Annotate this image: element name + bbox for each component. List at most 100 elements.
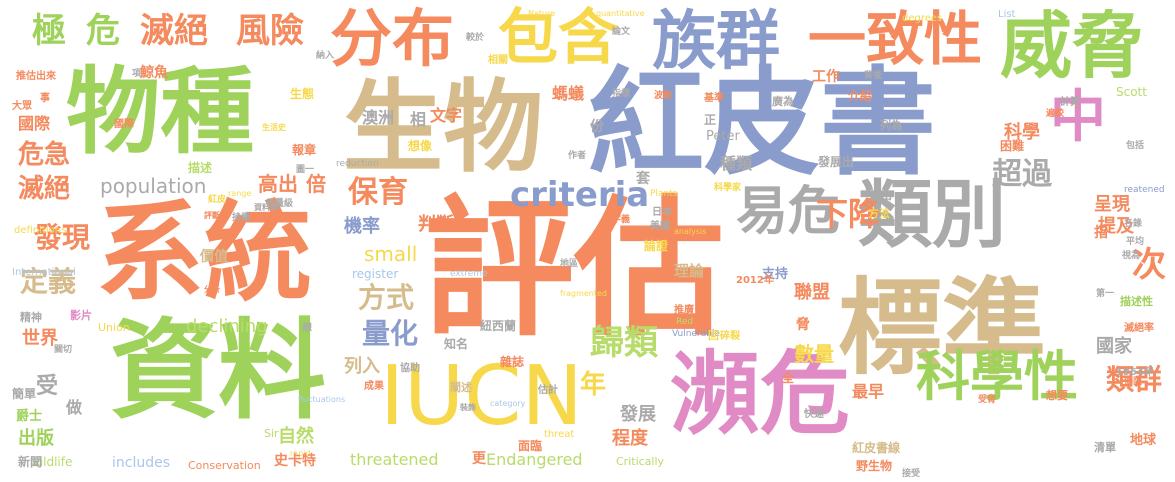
word: 數量級	[266, 199, 294, 209]
word: 受	[36, 374, 59, 399]
word: 國際	[18, 114, 51, 133]
word: 論證	[644, 239, 669, 253]
word: 描述性	[1120, 295, 1153, 308]
word: 價值	[200, 249, 228, 265]
word: 協助	[400, 363, 420, 374]
word: 鯨魚	[140, 65, 168, 81]
word: 紅皮書線	[852, 441, 901, 455]
word: definitions	[14, 225, 67, 236]
word: 發展出	[818, 155, 855, 169]
word: 紅皮	[208, 195, 227, 205]
word: 份	[590, 119, 604, 135]
word: 圖一	[296, 165, 315, 175]
word: 列為	[880, 119, 902, 132]
word: 瀕危	[670, 342, 850, 447]
word: 評估	[424, 183, 725, 357]
word: 方法	[868, 207, 890, 220]
word: 量化	[362, 317, 419, 350]
word: range	[228, 189, 252, 198]
word: Conservation	[188, 459, 261, 472]
word: quantitative	[596, 9, 645, 18]
word: 第一	[1096, 289, 1115, 299]
word: International	[12, 267, 76, 278]
word: Red	[676, 317, 694, 327]
word: 發現	[34, 221, 91, 254]
word: 物種	[66, 58, 255, 167]
word: analysis	[674, 227, 707, 236]
word: 標準	[838, 267, 1047, 389]
word: Vulnerable	[672, 329, 720, 339]
word: 做	[66, 398, 83, 417]
word: 下降	[816, 195, 881, 233]
word: 國際	[114, 119, 134, 130]
word: extreme	[450, 269, 488, 279]
word: 關切	[54, 345, 73, 355]
word: category	[490, 399, 526, 408]
word: Critically	[616, 455, 665, 468]
word: 侷限	[1124, 377, 1143, 387]
word: 工作	[812, 69, 840, 85]
word: 數量	[794, 342, 834, 366]
word: 程度	[612, 428, 648, 449]
word: 世界	[22, 328, 58, 349]
word: 滅絕率	[1124, 323, 1154, 334]
word: 套	[636, 171, 650, 187]
word: 野生物	[856, 459, 893, 473]
word: 報章	[292, 143, 317, 157]
word: declining	[186, 316, 268, 337]
word: Union	[98, 321, 130, 334]
word: Endangered	[486, 450, 583, 469]
word: 更	[472, 451, 486, 467]
word: 機率	[344, 216, 380, 237]
word: 新聞	[18, 455, 43, 469]
word: 闡述	[450, 381, 472, 394]
word: List	[998, 9, 1016, 20]
word: reduction	[336, 159, 379, 169]
word: 回	[708, 329, 719, 342]
word: 面臨	[518, 439, 543, 453]
word: 科學家	[714, 183, 742, 193]
word: 簡單	[12, 387, 37, 401]
word: 定義	[20, 265, 77, 298]
word: includes	[112, 455, 171, 471]
word: 影片	[70, 309, 92, 322]
word: 論文	[612, 27, 631, 37]
word: 相關	[488, 55, 508, 66]
word: 呈現	[1094, 194, 1130, 215]
word: 碎裂	[720, 331, 740, 342]
word: 波動	[654, 91, 673, 101]
word: 大眾	[12, 101, 32, 112]
word: 類別	[858, 172, 1006, 258]
word: 國家	[1096, 336, 1132, 357]
word: 超過	[992, 157, 1052, 192]
word: 較於	[466, 33, 485, 43]
word: 平均	[1126, 237, 1145, 247]
word: 計算	[1060, 97, 1080, 108]
word: 理論	[674, 262, 705, 280]
word: 一致性	[808, 5, 983, 73]
word: 納入	[316, 51, 335, 61]
word: 發展	[620, 404, 656, 425]
word: 項	[132, 69, 142, 79]
word: 想像	[408, 139, 433, 153]
word: 倍	[306, 172, 326, 196]
word: 生物	[343, 69, 543, 186]
word: 滅絕	[18, 174, 71, 204]
word: 極	[32, 11, 66, 51]
word: 紐西蘭	[480, 319, 517, 333]
word: 地球	[1130, 433, 1157, 448]
word: 紅皮書	[588, 56, 936, 191]
word: 年	[580, 370, 607, 400]
word: register	[352, 267, 399, 281]
word: 名錄	[1124, 219, 1143, 229]
word: 相	[410, 110, 427, 129]
word: 快速	[804, 409, 824, 420]
word: degrees	[902, 13, 943, 24]
word: reatened	[1124, 185, 1165, 195]
word: Peter	[706, 129, 740, 144]
word: 包括	[1126, 141, 1145, 151]
word: 方式	[358, 281, 415, 314]
word: 日本	[652, 207, 672, 218]
word: 廣為	[772, 95, 794, 108]
